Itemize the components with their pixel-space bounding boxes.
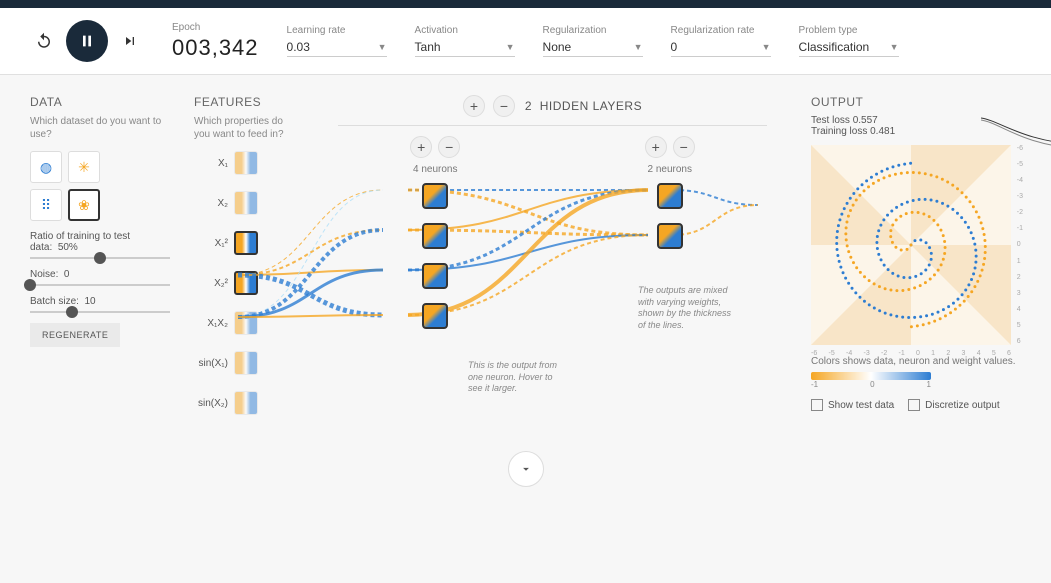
discretize-checkbox[interactable]: Discretize output	[908, 399, 999, 411]
play-pause-button[interactable]	[66, 20, 108, 62]
weights-annotation: The outputs are mixed with varying weigh…	[638, 285, 738, 332]
divider	[338, 125, 767, 126]
problem-type-select[interactable]: Problem type Classification▼	[799, 25, 899, 57]
neuron-annotation: This is the output from one neuron. Hove…	[468, 360, 568, 395]
feature-4[interactable]: X₁X₂	[194, 311, 294, 335]
expand-button[interactable]	[508, 451, 544, 487]
output-plot: -6-5-4-3-2-10123456 -6-5-4-3-2-10123456	[811, 145, 1011, 345]
caret-down-icon: ▼	[634, 42, 643, 52]
neuron[interactable]	[422, 183, 448, 209]
playback-controls	[30, 20, 144, 62]
ratio-slider[interactable]	[30, 257, 170, 259]
feature-3[interactable]: X₂²	[194, 271, 294, 295]
output-panel: OUTPUT Test loss 0.557 Training loss 0.4…	[811, 95, 1021, 431]
neuron[interactable]	[657, 183, 683, 209]
neuron[interactable]	[657, 223, 683, 249]
activation-select[interactable]: Activation Tanh▼	[415, 25, 515, 57]
data-title: DATA	[30, 95, 170, 109]
batch-slider[interactable]	[30, 311, 170, 313]
epoch-label: Epoch	[172, 22, 259, 33]
caret-down-icon: ▼	[378, 42, 387, 52]
epoch-value: 003,342	[172, 35, 259, 61]
output-title: OUTPUT	[811, 95, 1021, 109]
header: Epoch 003,342 Learning rate 0.03▼ Activa…	[0, 8, 1051, 75]
feature-6[interactable]: sin(X₂)	[194, 391, 294, 415]
data-subtitle: Which dataset do you want to use?	[30, 115, 170, 141]
data-panel: DATA Which dataset do you want to use? ◍…	[30, 95, 170, 431]
remove-neuron-button[interactable]: −	[438, 136, 460, 158]
features-panel: FEATURES Which properties do you want to…	[194, 95, 294, 431]
remove-neuron-button[interactable]: −	[673, 136, 695, 158]
feature-1[interactable]: X₂	[194, 191, 294, 215]
feature-5[interactable]: sin(X₁)	[194, 351, 294, 375]
epoch-display: Epoch 003,342	[172, 22, 259, 61]
neuron[interactable]	[422, 223, 448, 249]
dataset-gauss[interactable]: ⠿	[30, 189, 62, 221]
features-title: FEATURES	[194, 95, 294, 109]
step-button[interactable]	[116, 27, 144, 55]
show-test-checkbox[interactable]: Show test data	[811, 399, 894, 411]
add-layer-button[interactable]: +	[463, 95, 485, 117]
dataset-spiral[interactable]: ❀	[68, 189, 100, 221]
gradient-legend	[811, 372, 931, 380]
neuron[interactable]	[422, 263, 448, 289]
learning-rate-select[interactable]: Learning rate 0.03▼	[287, 25, 387, 57]
add-neuron-button[interactable]: +	[645, 136, 667, 158]
features-subtitle: Which properties do you want to feed in?	[194, 115, 294, 141]
top-stripe	[0, 0, 1051, 8]
regularization-select[interactable]: Regularization None▼	[543, 25, 643, 57]
add-neuron-button[interactable]: +	[410, 136, 432, 158]
dataset-circle[interactable]: ◍	[30, 151, 62, 183]
remove-layer-button[interactable]: −	[493, 95, 515, 117]
neuron[interactable]	[422, 303, 448, 329]
network-panel: + − 2 HIDDEN LAYERS +−4 neurons+−2 neuro…	[318, 95, 787, 431]
caret-down-icon: ▼	[762, 42, 771, 52]
caret-down-icon: ▼	[890, 42, 899, 52]
feature-2[interactable]: X₁²	[194, 231, 294, 255]
reset-button[interactable]	[30, 27, 58, 55]
dataset-exclusive[interactable]: ✳	[68, 151, 100, 183]
feature-0[interactable]: X₁	[194, 151, 294, 175]
caret-down-icon: ▼	[506, 42, 515, 52]
reg-rate-select[interactable]: Regularization rate 0▼	[671, 25, 771, 57]
regenerate-button[interactable]: REGENERATE	[30, 323, 120, 347]
noise-slider[interactable]	[30, 284, 170, 286]
